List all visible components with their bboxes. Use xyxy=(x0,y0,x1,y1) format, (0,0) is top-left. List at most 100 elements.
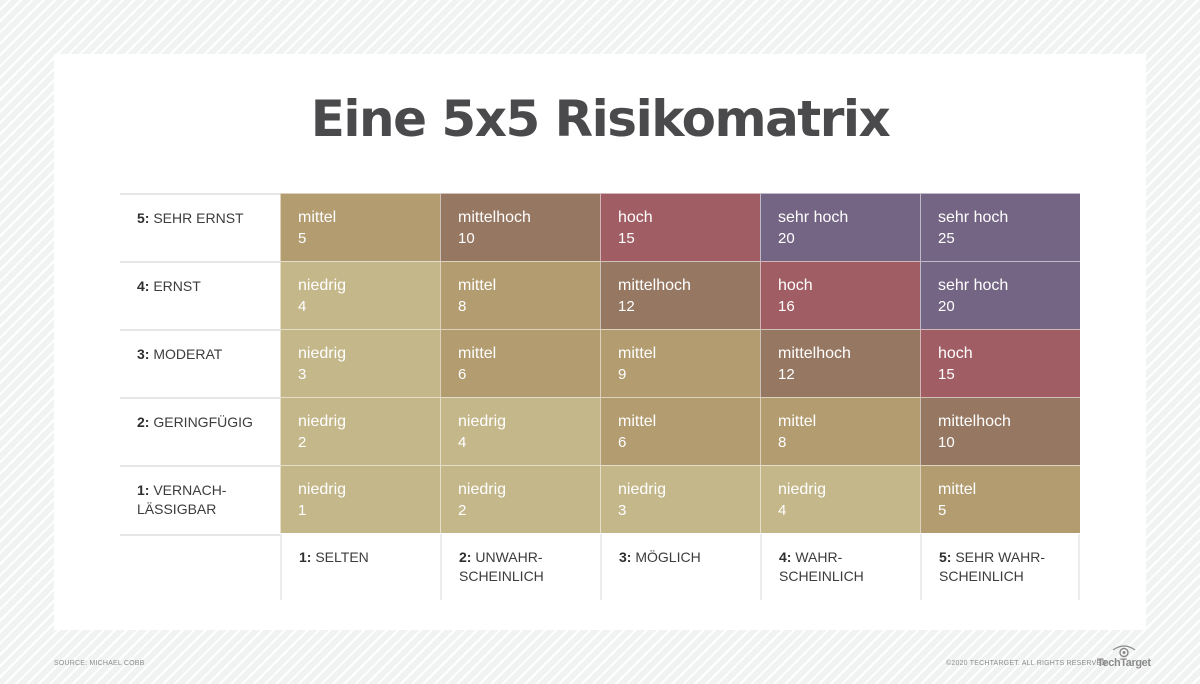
matrix-cell: niedrig 4 xyxy=(440,397,600,465)
column-number: 4: xyxy=(779,549,792,565)
matrix-row-4: 4: ERNST niedrig 4 mittel 8 mittelhoch 12 h… xyxy=(120,261,1080,329)
cell-score: 10 xyxy=(458,230,475,247)
cell-level: mittelhoch xyxy=(618,277,691,294)
column-number: 5: xyxy=(939,549,952,565)
matrix-cell: mittel 6 xyxy=(600,397,760,465)
cell-score: 4 xyxy=(458,434,467,451)
column-number: 3: xyxy=(619,549,632,565)
row-label-text: VERNACH- LÄSSIGBAR xyxy=(137,482,227,517)
cell-score: 12 xyxy=(778,366,795,383)
column-label-text: UNWAHR- SCHEINLICH xyxy=(459,549,544,584)
techtarget-logo: TechTarget xyxy=(1097,644,1151,672)
row-number: 2: xyxy=(137,414,150,430)
matrix-cell: mittelhoch 10 xyxy=(920,397,1080,465)
infographic-card: Eine 5x5 Risikomatrix 5: SEHR ERNST mitt… xyxy=(54,54,1146,630)
cell-level: hoch xyxy=(938,345,973,362)
cell-score: 4 xyxy=(778,502,787,519)
matrix-row-5: 5: SEHR ERNST mittel 5 mittelhoch 10 hoch 1… xyxy=(120,193,1080,261)
cell-score: 25 xyxy=(938,230,955,247)
row-label: 4: ERNST xyxy=(120,261,280,329)
eye-icon xyxy=(1112,645,1136,658)
cell-level: niedrig xyxy=(458,481,507,498)
axis-divider xyxy=(120,534,280,536)
cell-level: mittel xyxy=(778,413,817,430)
matrix-cell: sehr hoch 20 xyxy=(920,261,1080,329)
page-title: Eine 5x5 Risikomatrix xyxy=(310,90,891,148)
cell-score: 2 xyxy=(458,502,467,519)
cell-score: 6 xyxy=(618,434,627,451)
column-label-text: MÖGLICH xyxy=(635,549,701,565)
row-label-text: MODERAT xyxy=(153,346,223,362)
matrix-cell: sehr hoch 20 xyxy=(760,193,920,261)
matrix-cell: mittelhoch 12 xyxy=(760,329,920,397)
cell-score: 8 xyxy=(458,298,467,315)
column-number: 2: xyxy=(459,549,472,565)
cell-score: 4 xyxy=(298,298,307,315)
matrix-cell: mittel 8 xyxy=(760,397,920,465)
row-label-text: GERINGFÜGIG xyxy=(153,414,253,430)
row-number: 4: xyxy=(137,278,150,294)
cell-level: sehr hoch xyxy=(938,277,1009,294)
row-label: 2: GERINGFÜGIG xyxy=(120,397,280,465)
row-label-text: ERNST xyxy=(153,278,201,294)
cell-level: niedrig xyxy=(618,481,667,498)
matrix-cell: hoch 16 xyxy=(760,261,920,329)
column-label-text: SELTEN xyxy=(315,549,369,565)
cell-level: mittel xyxy=(458,345,497,362)
cell-level: mittel xyxy=(458,277,497,294)
matrix-cell: mittel 5 xyxy=(920,465,1080,533)
cell-level: mittel xyxy=(618,345,657,362)
source-credit: SOURCE: MICHAEL COBB xyxy=(54,660,145,667)
row-label: 5: SEHR ERNST xyxy=(120,193,280,261)
cell-level: mittelhoch xyxy=(458,209,531,226)
cell-level: niedrig xyxy=(298,345,347,362)
cell-score: 20 xyxy=(778,230,795,247)
matrix-cell: niedrig 2 xyxy=(280,397,440,465)
cell-score: 2 xyxy=(298,434,307,451)
cell-level: niedrig xyxy=(778,481,827,498)
column-label-text: SEHR WAHR- SCHEINLICH xyxy=(939,549,1046,584)
row-label: 1: VERNACH- LÄSSIGBAR xyxy=(120,465,280,533)
cell-level: mittelhoch xyxy=(778,345,851,362)
matrix-row-1: 1: VERNACH- LÄSSIGBAR niedrig 1 niedrig 2 … xyxy=(120,465,1080,533)
cell-level: niedrig xyxy=(458,413,507,430)
likelihood-axis: 1: SELTEN 2: UNWAHR- SCHEINLICH 3: MÖGLI… xyxy=(120,534,1080,600)
cell-score: 5 xyxy=(938,502,947,519)
cell-score: 3 xyxy=(618,502,627,519)
cell-level: mittel xyxy=(298,209,337,226)
matrix-cell: niedrig 3 xyxy=(600,465,760,533)
cell-score: 10 xyxy=(938,434,955,451)
matrix-cell: hoch 15 xyxy=(920,329,1080,397)
column-label: 2: UNWAHR- SCHEINLICH xyxy=(440,534,600,600)
matrix-cell: hoch 15 xyxy=(600,193,760,261)
cell-score: 15 xyxy=(618,230,635,247)
row-number: 3: xyxy=(137,346,150,362)
row-label-text: SEHR ERNST xyxy=(153,210,244,226)
row-number: 1: xyxy=(137,482,150,498)
logo-wordmark: TechTarget xyxy=(1097,657,1151,669)
cell-level: hoch xyxy=(778,277,813,294)
cell-level: niedrig xyxy=(298,413,347,430)
cell-score: 12 xyxy=(618,298,635,315)
matrix-cell: niedrig 3 xyxy=(280,329,440,397)
cell-score: 8 xyxy=(778,434,787,451)
column-label-text: WAHR- SCHEINLICH xyxy=(779,549,864,584)
cell-score: 5 xyxy=(298,230,307,247)
cell-score: 20 xyxy=(938,298,955,315)
matrix-cell: mittelhoch 12 xyxy=(600,261,760,329)
cell-level: mittelhoch xyxy=(938,413,1011,430)
cell-score: 9 xyxy=(618,366,627,383)
cell-level: niedrig xyxy=(298,481,347,498)
matrix-cell: niedrig 4 xyxy=(280,261,440,329)
matrix-cell: mittel 9 xyxy=(600,329,760,397)
cell-level: niedrig xyxy=(298,277,347,294)
matrix-row-3: 3: MODERAT niedrig 3 mittel 6 mittel 9 mitt… xyxy=(120,329,1080,397)
cell-score: 6 xyxy=(458,366,467,383)
cell-score: 1 xyxy=(298,502,307,519)
cell-level: sehr hoch xyxy=(778,209,849,226)
column-number: 1: xyxy=(299,549,312,565)
matrix-cell: niedrig 4 xyxy=(760,465,920,533)
matrix-row-2: 2: GERINGFÜGIG niedrig 2 niedrig 4 mittel 6… xyxy=(120,397,1080,465)
cell-score: 3 xyxy=(298,366,307,383)
cell-level: hoch xyxy=(618,209,653,226)
